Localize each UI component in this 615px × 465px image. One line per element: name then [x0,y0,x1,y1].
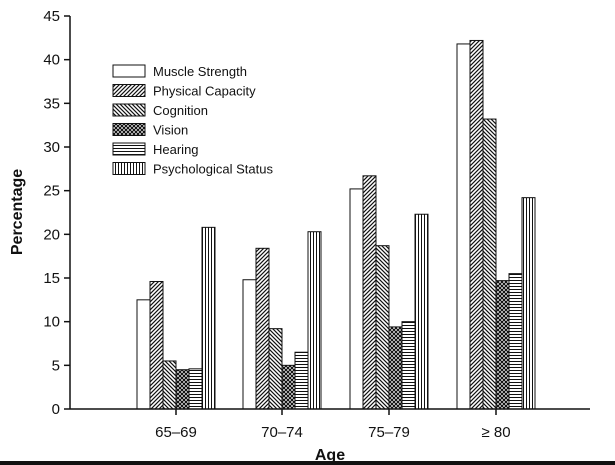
bar [521,197,536,410]
y-tick-label: 0 [52,401,60,418]
legend-swatch [112,162,146,175]
legend-label: Physical Capacity [153,84,256,99]
bar [175,369,190,410]
legend-swatch [112,103,146,117]
bar [469,39,484,410]
bar [362,175,377,410]
y-tick-label: 45 [43,8,60,25]
y-ticks-group: 0 5 10 15 20 25 30 35 40 45 [43,8,70,418]
bar [188,368,203,410]
bar [482,118,497,410]
legend-label: Hearing [153,142,199,157]
legend-swatch [112,84,146,97]
bar [495,280,510,410]
legend-swatch [112,123,146,136]
bar [149,280,164,410]
legend-swatch [112,64,146,78]
x-tick-label: 75–79 [368,424,410,441]
bar [136,299,151,410]
bar [456,43,471,410]
x-tick-label: 70–74 [261,424,303,441]
y-tick-label: 20 [43,226,60,243]
legend-label: Psychological Status [153,162,273,177]
bar [349,188,364,410]
bar [388,326,403,410]
bar [162,360,177,410]
legend-swatch [112,142,146,156]
bar [255,247,270,410]
bar [508,273,523,410]
legend: Muscle Strength Physical Capacity Cognitio… [112,64,273,177]
legend-label: Muscle Strength [153,64,247,79]
y-tick-label: 25 [43,183,60,200]
y-tick-label: 40 [43,52,60,69]
bar [268,328,283,410]
x-tick-label: 65–69 [155,424,197,441]
y-tick-label: 15 [43,270,60,287]
bar [375,245,390,410]
bar [294,351,309,410]
x-tick-label: ≥ 80 [481,424,510,441]
legend-label: Cognition [153,103,208,118]
bottom-rule [0,461,615,465]
bar [307,231,322,410]
bar [401,321,416,410]
y-tick-label: 10 [43,314,60,331]
y-tick-label: 30 [43,139,60,156]
bar [414,213,429,410]
bar [242,279,257,410]
bar [201,226,216,410]
y-tick-label: 5 [52,357,60,374]
y-axis-title: Percentage [9,169,26,255]
y-tick-label: 35 [43,95,60,112]
x-ticks-group: 65–69 70–74 75–79 ≥ 80 [155,409,511,441]
bar [281,364,296,410]
x-axis-title: Age [315,447,345,464]
legend-label: Vision [153,123,188,138]
